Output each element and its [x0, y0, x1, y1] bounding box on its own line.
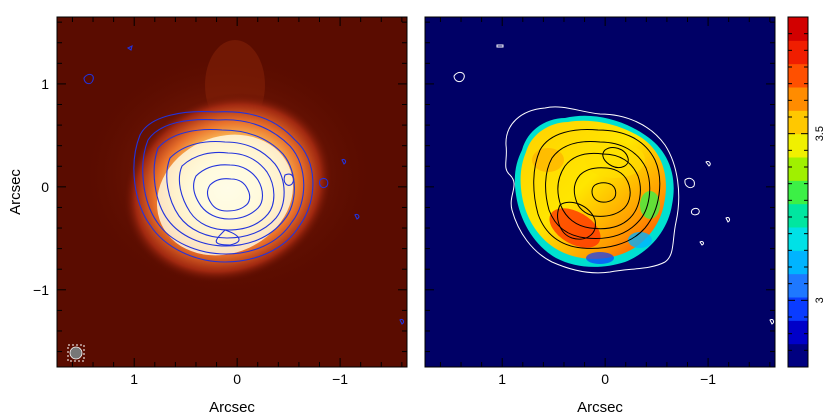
left-panel-frame [56, 16, 408, 368]
right-xlabel: Arcsec [577, 399, 623, 416]
left-axes: 1 0 −1 1 0 −1 [33, 17, 407, 387]
colorbar-swatch [788, 17, 808, 41]
colorbar-swatch [788, 133, 808, 158]
colorbar-swatch [788, 180, 808, 205]
x-tick-label: −1 [332, 371, 348, 387]
x-tick-label: 1 [498, 371, 506, 387]
right-panel-frame [424, 16, 776, 368]
colorbar-frame [787, 16, 809, 368]
colorbar-swatch [788, 203, 808, 228]
colorbar-swatch [788, 87, 808, 111]
left-contours [83, 44, 405, 325]
y-tick-label: −1 [33, 282, 49, 298]
left-ylabel: Arcsec [7, 169, 24, 215]
colorbar-swatch [788, 273, 808, 298]
left-xlabel: Arcsec [209, 399, 255, 416]
right-contours [533, 129, 661, 249]
left-panel [56, 16, 408, 368]
colorbar-swatch [788, 320, 808, 345]
colorbar: 33.5 [787, 16, 826, 368]
colorbar-swatch [788, 110, 808, 135]
colorbar-swatch [788, 297, 808, 321]
x-tick-label: 0 [601, 371, 609, 387]
colorbar-swatch [788, 40, 808, 65]
right-panel-image [453, 44, 774, 325]
colorbar-swatch [788, 227, 808, 251]
colorbar-swatch [788, 343, 808, 368]
y-tick-label: 0 [41, 179, 49, 195]
x-tick-label: 1 [130, 371, 138, 387]
colorbar-ticks: 33.5 [788, 16, 826, 351]
x-tick-label: 0 [233, 371, 241, 387]
colorbar-swatch [788, 250, 808, 275]
colorbar-tick-label: 3 [814, 297, 826, 303]
colorbar-swatches [788, 17, 808, 368]
right-panel [424, 16, 776, 368]
x-tick-label: −1 [700, 371, 716, 387]
beam-marker-box [67, 344, 85, 362]
colorbar-swatch [788, 157, 808, 181]
right-outer-contours [453, 44, 774, 325]
beam-marker [69, 346, 83, 360]
y-tick-label: 1 [41, 76, 49, 92]
colorbar-swatch [788, 63, 808, 88]
right-axes: 1 0 −1 [425, 17, 775, 387]
left-panel-image [67, 40, 405, 362]
colorbar-tick-label: 3.5 [814, 126, 826, 141]
